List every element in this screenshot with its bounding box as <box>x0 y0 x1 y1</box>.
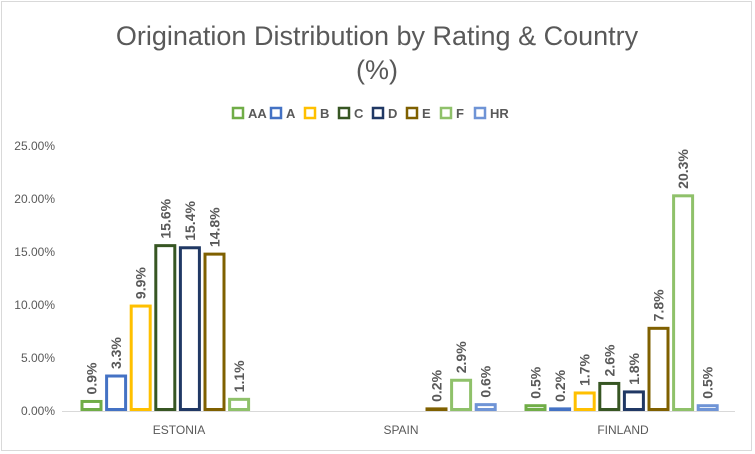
legend: AA A B C D E F HR <box>231 106 509 121</box>
legend-label: C <box>354 106 364 121</box>
data-label: 0.2% <box>429 369 445 401</box>
data-label: 14.8% <box>207 207 223 247</box>
legend-label: F <box>456 106 464 121</box>
data-label: 0.5% <box>700 366 716 398</box>
legend-swatch-aa <box>231 106 245 120</box>
legend-swatch-d <box>371 106 385 120</box>
bars: 0.9% 0.5% 3.3% 0.2% 9.9% 1.7% 15.6% 2.6% 15.4% 1.… <box>80 149 719 412</box>
legend-swatch-c <box>337 106 351 120</box>
bar-e-estonia <box>203 252 226 411</box>
data-label: 9.9% <box>133 267 149 299</box>
data-label: 2.9% <box>453 341 469 373</box>
data-label: 20.3% <box>675 149 691 189</box>
legend-label: AA <box>248 106 267 121</box>
legend-label: D <box>388 106 397 121</box>
data-label: 2.6% <box>601 344 617 376</box>
data-label: 1.7% <box>577 354 593 386</box>
legend-label: E <box>422 106 431 121</box>
bar-c-estonia <box>154 244 177 411</box>
y-tick-label: 20.00% <box>14 192 55 206</box>
bar-b-finland <box>573 391 596 412</box>
y-axis: 0.00% 5.00% 10.00% 15.00% 20.00% 25.00% <box>14 139 55 418</box>
data-label: 0.5% <box>528 366 544 398</box>
data-label: 7.8% <box>651 289 667 321</box>
legend-label: A <box>286 106 296 121</box>
chart-title-line2: (%) <box>356 55 398 85</box>
data-label: 0.6% <box>478 365 494 397</box>
bar-a-finland <box>549 407 572 412</box>
legend-swatch-f <box>439 106 453 120</box>
x-tick-label: ESTONIA <box>153 423 205 437</box>
bar-hr-spain <box>474 403 497 412</box>
bar-f-spain <box>450 378 473 412</box>
bar-f-estonia <box>228 397 251 411</box>
y-tick-label: 0.00% <box>21 404 55 418</box>
legend-label: B <box>320 106 329 121</box>
chart-title: Origination Distribution by Rating & Cou… <box>116 21 639 51</box>
x-tick-label: FINLAND <box>597 423 649 437</box>
data-label: 0.9% <box>84 362 100 394</box>
x-tick-label: SPAIN <box>383 423 418 437</box>
data-label: 15.4% <box>182 201 198 241</box>
data-label: 1.1% <box>231 360 247 392</box>
data-label: 0.2% <box>552 369 568 401</box>
y-tick-label: 10.00% <box>14 298 55 312</box>
bar-d-finland <box>622 390 645 412</box>
bar-d-estonia <box>178 246 201 411</box>
data-label: 15.6% <box>157 198 173 238</box>
bar-b-estonia <box>129 304 152 411</box>
x-axis: ESTONIA SPAIN FINLAND <box>153 423 649 437</box>
y-tick-label: 5.00% <box>21 351 55 365</box>
legend-swatch-hr <box>473 106 487 120</box>
legend-swatch-a <box>269 106 283 120</box>
legend-swatch-b <box>303 106 317 120</box>
bar-hr-finland <box>696 404 719 412</box>
bar-aa-finland <box>524 404 547 412</box>
bar-e-spain <box>425 407 448 412</box>
bar-c-finland <box>598 381 621 412</box>
legend-swatch-e <box>405 106 419 120</box>
y-tick-label: 15.00% <box>14 245 55 259</box>
data-label: 3.3% <box>108 337 124 369</box>
bar-e-finland <box>647 326 670 412</box>
bar-f-finland <box>672 194 695 411</box>
bar-aa-estonia <box>80 399 103 411</box>
legend-label: HR <box>490 106 509 121</box>
y-tick-label: 25.00% <box>14 139 55 153</box>
data-label: 1.8% <box>626 352 642 384</box>
bar-a-estonia <box>105 374 128 411</box>
